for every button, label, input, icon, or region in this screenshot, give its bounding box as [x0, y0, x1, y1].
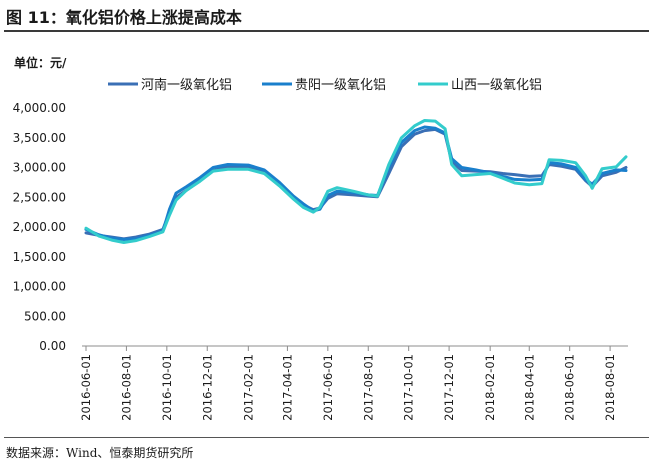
y-tick-label: 2,000.00	[13, 220, 66, 234]
x-tick-label: 2018-04-01	[522, 354, 536, 421]
title-rule	[4, 30, 649, 32]
x-axis-ticks: 2016-06-01 2016-08-01 2016-10-01 2016-12-01…	[79, 346, 617, 421]
x-tick-label: 2016-12-01	[200, 354, 214, 421]
x-tick-label: 2018-02-01	[483, 354, 497, 421]
x-tick-label: 2016-08-01	[119, 354, 133, 421]
x-tick-label: 2018-06-01	[563, 354, 577, 421]
x-tick-label: 2017-08-01	[361, 354, 375, 421]
y-tick-label: 500.00	[24, 309, 66, 323]
source-note: 数据来源：Wind、恒泰期货研究所	[6, 446, 194, 460]
y-tick-label: 1,500.00	[13, 250, 66, 264]
x-tick-label: 2017-02-01	[241, 354, 255, 421]
x-tick-label: 2016-10-01	[160, 354, 174, 421]
x-tick-label: 2017-04-01	[280, 354, 294, 421]
legend: 河南一级氧化铝 贵阳一级氧化铝 山西一级氧化铝	[108, 77, 542, 93]
y-tick-label: 3,500.00	[13, 131, 66, 145]
x-tick-label: 2018-08-01	[603, 354, 617, 421]
y-tick-label: 0.00	[39, 339, 66, 353]
x-tick-label: 2017-10-01	[402, 354, 416, 421]
x-tick-label: 2017-06-01	[321, 354, 335, 421]
y-axis-ticks: 0.00 500.00 1,000.00 1,500.00 2,000.00 2,500.…	[13, 101, 66, 353]
series-line-3	[84, 119, 628, 244]
series-lines	[84, 119, 628, 244]
legend-label: 贵阳一级氧化铝	[295, 78, 386, 93]
x-tick-label: 2016-06-01	[79, 354, 93, 421]
legend-label: 河南一级氧化铝	[141, 77, 232, 93]
legend-label: 山西一级氧化铝	[451, 78, 542, 93]
figure-title: 图 11：氧化铝价格上涨提高成本	[6, 8, 242, 27]
source-rule	[4, 437, 649, 438]
x-tick-label: 2017-12-01	[442, 354, 456, 421]
y-tick-label: 2,500.00	[13, 190, 66, 204]
y-tick-label: 4,000.00	[13, 101, 66, 115]
y-tick-label: 1,000.00	[13, 280, 66, 294]
y-tick-label: 3,000.00	[13, 161, 66, 175]
y-unit-label: 单位：元/	[14, 55, 67, 70]
